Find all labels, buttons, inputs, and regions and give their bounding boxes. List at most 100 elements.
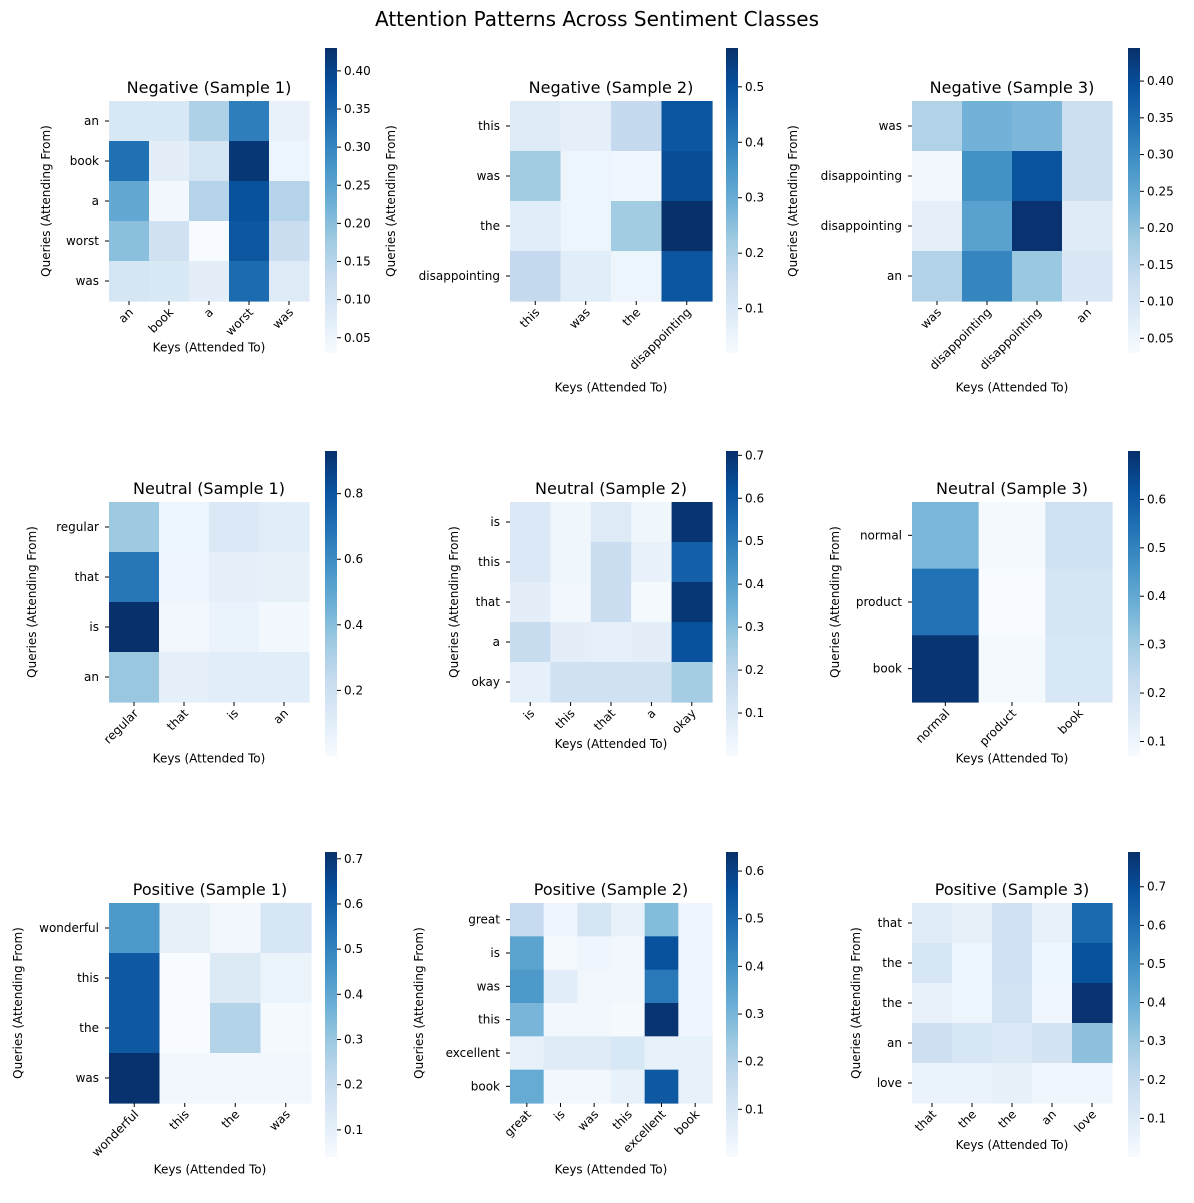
heatmap-cell — [1012, 101, 1063, 152]
heatmap-cell — [159, 953, 211, 1004]
heatmap-cell — [210, 953, 262, 1004]
heatmap-cell — [978, 568, 1046, 636]
colorbar-tick-label: 0.2 — [745, 246, 764, 260]
heatmap-cell — [978, 502, 1046, 570]
y-axis-label: Queries (Attending From) — [384, 125, 398, 277]
heatmap-cell — [1062, 151, 1113, 202]
heatmap-cell — [577, 903, 612, 937]
heatmap-cell — [611, 201, 663, 252]
colorbar-tick-label: 0.05 — [344, 331, 371, 345]
colorbar: 0.1 0.2 0.3 0.4 0.5 0.6 0.7 — [1128, 852, 1166, 1157]
heatmap-cell — [1032, 943, 1073, 984]
heatmap-cell — [577, 969, 612, 1004]
heatmap-cell — [159, 602, 210, 653]
colorbar-tick-label: 0.3 — [745, 620, 764, 634]
heatmap-cell — [1012, 251, 1063, 302]
x-tick-label: was — [566, 305, 592, 331]
x-tick-label: regular — [101, 706, 141, 746]
heatmap-cell — [1012, 151, 1063, 202]
heatmap-cell — [189, 221, 230, 262]
heatmap-cell — [259, 652, 310, 703]
heatmap-cell — [611, 251, 663, 302]
colorbar-tick-label: 0.35 — [1147, 111, 1174, 125]
heatmap-cell — [1062, 251, 1113, 302]
heatmap-cell — [992, 983, 1033, 1024]
y-axis-label: Queries (Attending From) — [39, 125, 53, 277]
heatmap-cell — [209, 502, 260, 553]
y-tick-label: was — [477, 169, 500, 183]
x-tick-label: was — [575, 1107, 601, 1133]
heatmap-cell — [992, 903, 1033, 944]
y-tick-label: great — [468, 913, 500, 927]
heatmap-cell — [912, 201, 963, 252]
y-tick-label: book — [70, 154, 99, 168]
heatmap-cell — [631, 662, 673, 703]
y-tick-label: book — [471, 1079, 500, 1093]
heatmap-cell — [259, 552, 310, 603]
heatmap-cell — [269, 181, 310, 222]
colorbar: 0.1 0.2 0.3 0.4 0.5 0.6 — [726, 852, 764, 1157]
y-axis-label: Queries (Attending From) — [447, 526, 461, 678]
heatmap-cell — [229, 261, 270, 302]
colorbar-tick-label: 0.4 — [745, 959, 764, 973]
x-tick-label: an — [271, 706, 291, 726]
heatmap-cell — [109, 221, 150, 262]
heatmap-cell — [590, 582, 632, 623]
heatmap-cell — [912, 1023, 953, 1064]
x-axis-label: Keys (Attended To) — [153, 752, 266, 766]
heatmap-cell — [543, 936, 578, 971]
heatmap-cell — [1045, 502, 1113, 570]
heatmap-cell — [1062, 201, 1113, 252]
y-tick-label: that — [878, 916, 903, 930]
heatmap-cell — [661, 251, 713, 302]
heatmap-cell — [1045, 568, 1113, 636]
x-tick-label: wonderful — [89, 1107, 141, 1159]
heatmap-cell — [560, 151, 612, 202]
heatmap-cell — [912, 502, 980, 570]
y-tick-label: the — [882, 956, 902, 970]
heatmap-cell — [189, 181, 230, 222]
x-axis-label: Keys (Attended To) — [956, 1138, 1069, 1152]
colorbar-tick-label: 0.5 — [745, 912, 764, 926]
y-tick-label: was — [76, 1071, 99, 1085]
heatmap-cell — [631, 502, 673, 543]
x-tick-label: a — [201, 305, 216, 320]
colorbar: 0.1 0.2 0.3 0.4 0.5 0.6 0.7 — [726, 448, 764, 756]
heatmap-cell — [912, 251, 963, 302]
heatmap-cell — [1062, 101, 1113, 152]
colorbar-gradient — [1128, 451, 1140, 756]
colorbar-tick-label: 0.7 — [344, 852, 363, 866]
y-tick-label: that — [476, 595, 501, 609]
x-tick-label: this — [517, 305, 542, 330]
colorbar-tick-label: 0.2 — [344, 1078, 363, 1092]
heatmap-cell — [671, 542, 713, 583]
x-axis-label: Keys (Attended To) — [555, 380, 668, 394]
figure-title: Attention Patterns Across Sentiment Clas… — [375, 7, 819, 31]
colorbar-tick-label: 0.1 — [1147, 734, 1166, 748]
heatmap-cell — [550, 662, 592, 703]
heatmap-cell — [952, 1023, 993, 1064]
colorbar-tick-label: 0.1 — [344, 1123, 363, 1137]
x-tick-label: this — [610, 1107, 635, 1132]
heatmap-cell — [590, 662, 632, 703]
heatmap-cell — [189, 101, 230, 142]
colorbar: 0.05 0.10 0.15 0.20 0.25 0.30 0.35 0.40 — [1128, 48, 1174, 353]
colorbar: 0.2 0.4 0.6 0.8 — [325, 451, 363, 756]
y-tick-label: disappointing — [821, 169, 902, 183]
heatmap-cell — [962, 251, 1013, 302]
heatmap-cell — [992, 1023, 1033, 1064]
colorbar-tick-label: 0.10 — [344, 293, 371, 307]
x-tick-label: book — [1055, 706, 1086, 737]
heatmap-cell — [912, 568, 980, 636]
x-tick-label: is — [521, 706, 538, 723]
x-tick-label: book — [146, 305, 177, 336]
y-tick-label: was — [879, 119, 902, 133]
colorbar-tick-label: 0.4 — [1147, 996, 1166, 1010]
heatmap-cell — [229, 101, 270, 142]
colorbar-tick-label: 0.4 — [1147, 589, 1166, 603]
heatmap-cell — [109, 1003, 161, 1054]
heatmap-cell — [611, 101, 663, 152]
heatmap-cell — [644, 903, 679, 937]
